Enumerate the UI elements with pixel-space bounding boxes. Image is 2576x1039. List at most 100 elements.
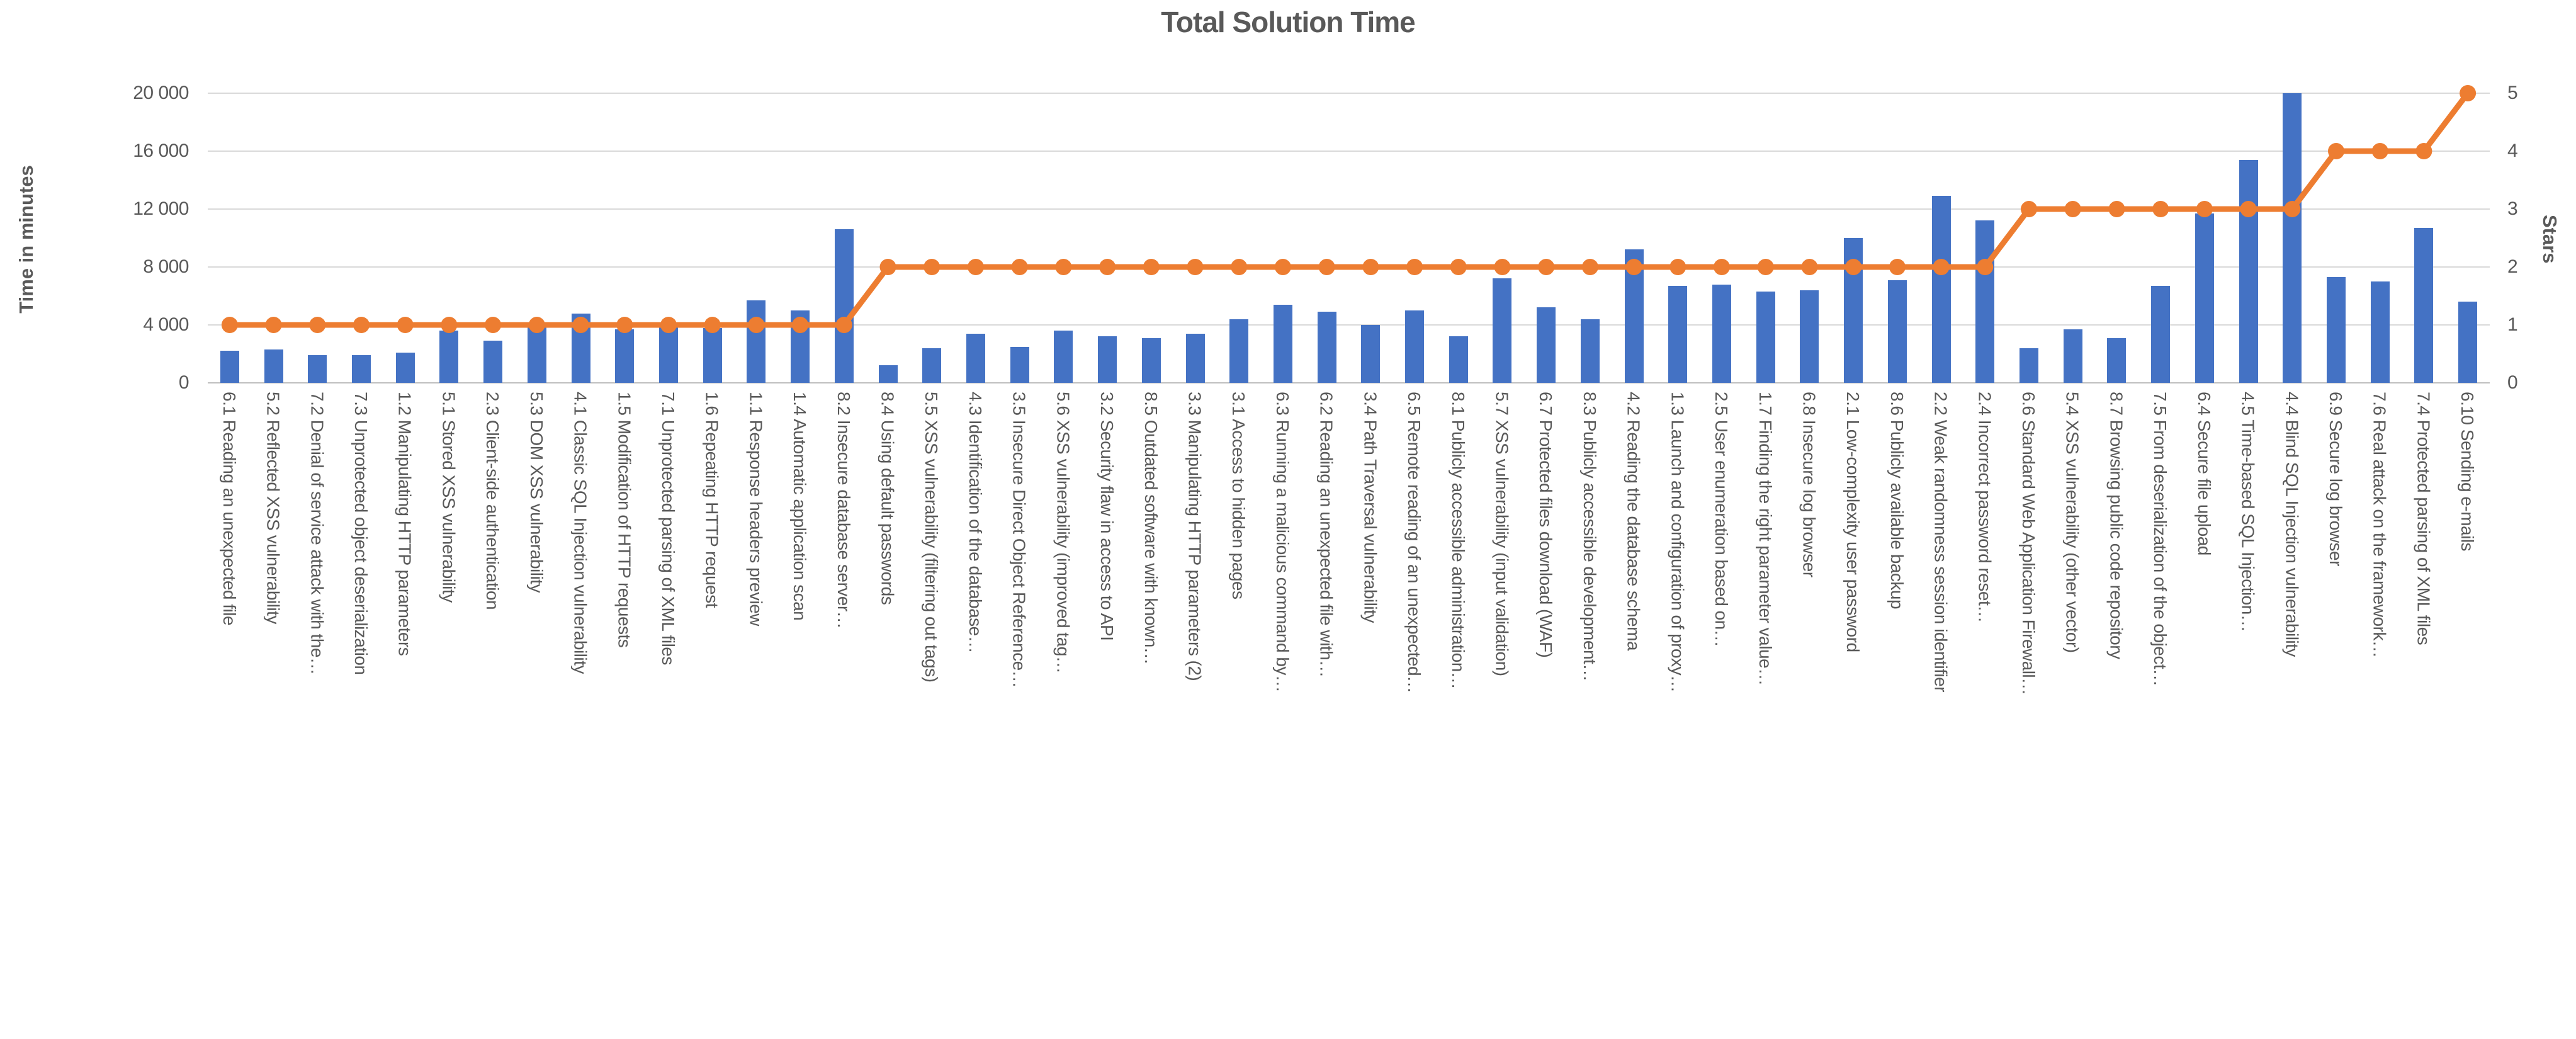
x-axis-label: 7.4 Protected parsing of XML files bbox=[2414, 392, 2433, 645]
chart-bar bbox=[703, 327, 722, 383]
chart-bar bbox=[1010, 346, 1029, 383]
chart-bar bbox=[834, 229, 854, 383]
x-axis-label: 8.3 Publicly accessible development… bbox=[1579, 392, 1599, 681]
x-axis-label: 6.5 Remote reading of an unexpected… bbox=[1404, 392, 1424, 693]
x-axis-label: 3.4 Path Traversal vulnerability bbox=[1360, 392, 1380, 623]
x-axis-label: 1.5 Modification of HTTP requests bbox=[614, 392, 634, 648]
gridline bbox=[208, 150, 2490, 152]
chart-bar bbox=[2239, 159, 2258, 383]
chart-bar bbox=[1931, 196, 1951, 383]
chart-bar bbox=[2063, 329, 2082, 383]
chart-bar bbox=[1668, 285, 1688, 383]
gridline bbox=[208, 93, 2490, 94]
x-axis-label: 5.7 XSS vulnerability (input validation) bbox=[1492, 392, 1511, 676]
x-axis-label: 4.5 Time-based SQL Injection… bbox=[2238, 392, 2257, 632]
x-axis-label: 6.3 Running a malicious command by… bbox=[1272, 392, 1292, 693]
chart-bar bbox=[1975, 220, 1995, 383]
gridline bbox=[208, 324, 2490, 326]
x-axis-label: 3.2 Security flaw in access to API bbox=[1097, 392, 1117, 641]
x-axis-label: 1.3 Launch and configuration of proxy… bbox=[1668, 392, 1687, 693]
chart-bar bbox=[1273, 304, 1292, 383]
gridline bbox=[208, 208, 2490, 210]
y-right-tick-label: 3 bbox=[2507, 198, 2518, 219]
chart-bar bbox=[1844, 238, 1863, 383]
chart-bar bbox=[2414, 227, 2434, 383]
x-axis-label: 7.5 From deserialization of the object… bbox=[2150, 392, 2170, 686]
x-axis-label: 7.6 Real attack on the framework… bbox=[2370, 392, 2389, 658]
x-axis-label: 1.6 Repeating HTTP request bbox=[702, 392, 721, 608]
x-axis-label: 2.2 Weak randomness session identifier bbox=[1931, 392, 1950, 692]
x-axis-label: 1.1 Response headers preview bbox=[746, 392, 765, 627]
x-axis-label: 7.1 Unprotected parsing of XML files bbox=[658, 392, 677, 665]
chart-bar bbox=[571, 313, 590, 383]
chart-bar bbox=[2107, 338, 2127, 383]
x-axis-label: 6.4 Secure file upload bbox=[2194, 392, 2213, 555]
x-axis-label: 4.1 Classic SQL Injection vulnerability bbox=[570, 392, 590, 674]
chart-bar bbox=[878, 365, 898, 383]
chart-bar bbox=[1580, 319, 1600, 383]
y-left-tick-label: 8 000 bbox=[143, 256, 189, 277]
x-axis-label: 5.4 XSS vulnerability (other vector) bbox=[2062, 392, 2082, 653]
chart-bar bbox=[2195, 213, 2214, 383]
chart-bar bbox=[1449, 336, 1468, 383]
y-right-tick-label: 2 bbox=[2507, 256, 2518, 277]
y-axis-title-right: Stars bbox=[2539, 215, 2561, 264]
chart-bar bbox=[1054, 331, 1073, 383]
chart-bar bbox=[2020, 348, 2039, 383]
x-axis-label: 2.3 Client-side authentication bbox=[483, 392, 502, 610]
y-right-tick-label: 1 bbox=[2507, 314, 2518, 335]
chart-bar bbox=[966, 333, 985, 383]
x-axis-label: 2.1 Low-complexity user password bbox=[1843, 392, 1863, 652]
x-axis-label: 5.1 Stored XSS vulnerability bbox=[439, 392, 458, 603]
x-axis-label: 6.9 Secure log browser bbox=[2326, 392, 2345, 566]
x-axis-label: 8.5 Outdated software with known… bbox=[1141, 392, 1160, 665]
chart-bar bbox=[308, 355, 327, 383]
chart-bar bbox=[1361, 325, 1381, 383]
chart-bar bbox=[439, 331, 459, 383]
y-right-tick-label: 5 bbox=[2507, 82, 2518, 103]
chart-bar bbox=[2283, 93, 2302, 383]
x-axis-label: 8.6 Publicly available backup bbox=[1887, 392, 1906, 610]
y-right-tick-label: 0 bbox=[2507, 372, 2518, 393]
x-axis-label: 3.1 Access to hidden pages bbox=[1229, 392, 1248, 599]
y-left-tick-label: 16 000 bbox=[133, 140, 189, 161]
chart-bar bbox=[1537, 307, 1556, 383]
x-axis-label: 3.5 Insecure Direct Object Reference… bbox=[1009, 392, 1029, 688]
chart-bar bbox=[527, 326, 546, 383]
x-axis-label: 3.3 Manipulating HTTP parameters (2) bbox=[1185, 392, 1204, 681]
chart-bar bbox=[1624, 249, 1644, 383]
chart-bar bbox=[1185, 333, 1205, 383]
chart-bar bbox=[1317, 312, 1336, 383]
chart-bar bbox=[395, 352, 415, 383]
x-axis-label: 1.7 Finding the right parameter value… bbox=[1755, 392, 1775, 686]
y-left-tick-label: 0 bbox=[178, 372, 189, 393]
x-axis-label: 8.1 Publicly accessible administration… bbox=[1448, 392, 1467, 690]
chart-bar bbox=[1141, 338, 1161, 383]
x-axis-label: 6.10 Sending e-mails bbox=[2458, 392, 2477, 552]
chart-bar bbox=[922, 348, 942, 383]
x-axis-label: 7.2 Denial of service attack with the… bbox=[307, 392, 327, 675]
chart-bar bbox=[615, 329, 635, 383]
x-axis-label: 5.5 XSS vulnerability (filtering out tag… bbox=[922, 392, 941, 683]
chart-bar bbox=[791, 310, 810, 383]
chart-bar bbox=[1800, 290, 1819, 383]
chart-bar bbox=[1229, 319, 1249, 383]
x-axis-label: 8.4 Using default passwords bbox=[878, 392, 897, 605]
chart-bar bbox=[2458, 302, 2478, 383]
chart-bar bbox=[1712, 284, 1732, 383]
x-axis-label: 4.2 Reading the database schema bbox=[1624, 392, 1643, 651]
x-axis-label: 6.2 Reading an unexpected file with… bbox=[1316, 392, 1336, 678]
x-axis-label: 5.2 Reflected XSS vulnerability bbox=[263, 392, 283, 624]
y-left-tick-label: 20 000 bbox=[133, 82, 189, 103]
x-axis-label: 5.3 DOM XSS vulnerability bbox=[526, 392, 546, 593]
x-axis-label: 5.6 XSS vulnerability (improved tag… bbox=[1053, 392, 1073, 674]
x-axis-label: 1.4 Automatic application scan bbox=[790, 392, 810, 621]
chart-bar bbox=[747, 300, 766, 383]
x-axis-label: 4.4 Blind SQL Injection vulnerability bbox=[2282, 392, 2302, 657]
chart-bar bbox=[483, 341, 503, 383]
x-axis-label: 6.7 Protected files download (WAF) bbox=[1536, 392, 1556, 658]
chart-bar bbox=[2370, 281, 2390, 383]
x-axis-label: 6.6 Standard Web Application Firewall… bbox=[2019, 392, 2038, 695]
x-axis-label: 2.5 User enumeration based on… bbox=[1712, 392, 1731, 647]
